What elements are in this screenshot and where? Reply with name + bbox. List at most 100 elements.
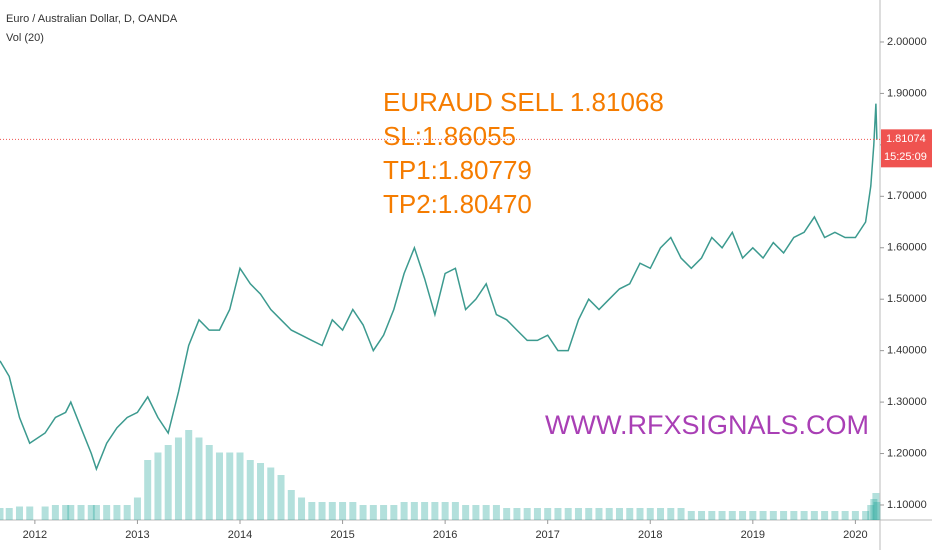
volume-bar [769, 511, 777, 520]
volume-bar [67, 505, 75, 520]
volume-bar [472, 505, 480, 520]
volume-bar [26, 506, 34, 520]
x-tick-label: 2019 [741, 529, 765, 541]
y-tick-label: 1.10000 [887, 499, 927, 511]
volume-bar [739, 511, 747, 520]
x-tick-label: 2015 [330, 529, 354, 541]
volume-bar [533, 508, 541, 520]
volume-bar [164, 445, 172, 520]
volume-bar [759, 511, 767, 520]
volume-bar [410, 502, 418, 520]
y-tick-label: 1.60000 [887, 242, 927, 254]
x-tick-label: 2012 [23, 529, 47, 541]
y-tick-label: 1.70000 [887, 190, 927, 202]
volume-bar [615, 508, 623, 520]
x-tick-label: 2014 [228, 529, 252, 541]
volume-bar [144, 460, 152, 520]
volume-bar [236, 452, 244, 520]
volume-bar [482, 505, 490, 520]
volume-bar [687, 511, 695, 520]
volume-bar [421, 502, 429, 520]
volume-bar [174, 437, 182, 520]
volume-bar [87, 505, 95, 520]
volume-bar [554, 508, 562, 520]
volume-bar [513, 508, 521, 520]
volume-bar [267, 467, 275, 520]
y-tick-label: 1.30000 [887, 396, 927, 408]
volume-bar [246, 460, 254, 520]
volume-bar [298, 497, 306, 520]
volume-bar [287, 490, 295, 520]
y-tick-label: 1.40000 [887, 345, 927, 357]
x-tick-label: 2016 [433, 529, 457, 541]
volume-bar [15, 506, 23, 520]
volume-bar [657, 508, 665, 520]
volume-bar [636, 508, 644, 520]
x-tick-label: 2017 [535, 529, 559, 541]
volume-bar [585, 508, 593, 520]
volume-bar [544, 508, 552, 520]
volume-bar [154, 452, 162, 520]
indicator-label: Vol (20) [6, 32, 44, 44]
volume-bar [62, 505, 70, 520]
price-line [0, 103, 878, 472]
volume-bar [492, 505, 500, 520]
volume-bar [0, 508, 4, 520]
volume-bar [369, 505, 377, 520]
volume-bar [626, 508, 634, 520]
chart-title: Euro / Australian Dollar, D, OANDA [6, 13, 178, 25]
volume-bar [862, 511, 870, 520]
y-tick-label: 1.90000 [887, 87, 927, 99]
volume-bar [308, 502, 316, 520]
volume-bar [523, 508, 531, 520]
volume-bar [77, 505, 85, 520]
volume-bar [359, 505, 367, 520]
volume-bar [339, 502, 347, 520]
volume-bar [873, 502, 881, 520]
volume-bar [605, 508, 613, 520]
volume-bar [564, 508, 572, 520]
watermark: WWW.RFXSIGNALS.COM [545, 410, 869, 440]
annotation: TP2:1.80470 [383, 189, 532, 219]
volume-bar [328, 502, 336, 520]
volume-bar [277, 475, 285, 520]
volume-bar [349, 502, 357, 520]
volume-bar [123, 505, 131, 520]
volume-bar [728, 511, 736, 520]
volume-bar [718, 511, 726, 520]
volume-bar [195, 437, 203, 520]
volume-bar [800, 511, 808, 520]
volume-bar [810, 511, 818, 520]
volume-bar [318, 502, 326, 520]
volume-bar [5, 508, 13, 520]
volume-bar [185, 430, 193, 520]
volume-bar [462, 505, 470, 520]
volume-bar [92, 505, 100, 520]
volume-bar [851, 511, 859, 520]
x-tick-label: 2018 [638, 529, 662, 541]
x-tick-label: 2013 [125, 529, 149, 541]
volume-bar [821, 511, 829, 520]
volume-bar [215, 452, 223, 520]
annotation: EURAUD SELL 1.81068 [383, 87, 664, 117]
y-tick-label: 1.20000 [887, 447, 927, 459]
volume-bar [226, 452, 234, 520]
volume-bar [595, 508, 603, 520]
volume-bar [41, 506, 49, 520]
volume-bar [749, 511, 757, 520]
volume-bar [103, 505, 111, 520]
marks [0, 103, 881, 520]
annotation: SL:1.86055 [383, 121, 516, 151]
volume-bar [780, 511, 788, 520]
volume-bar [667, 508, 675, 520]
volume-bar [708, 511, 716, 520]
volume-bar [574, 508, 582, 520]
volume-bar [51, 505, 59, 520]
volume-bar [431, 502, 439, 520]
y-tick-label: 1.50000 [887, 293, 927, 305]
volume-bar [133, 497, 141, 520]
volume-bar [451, 502, 459, 520]
annotation: TP1:1.80779 [383, 155, 532, 185]
